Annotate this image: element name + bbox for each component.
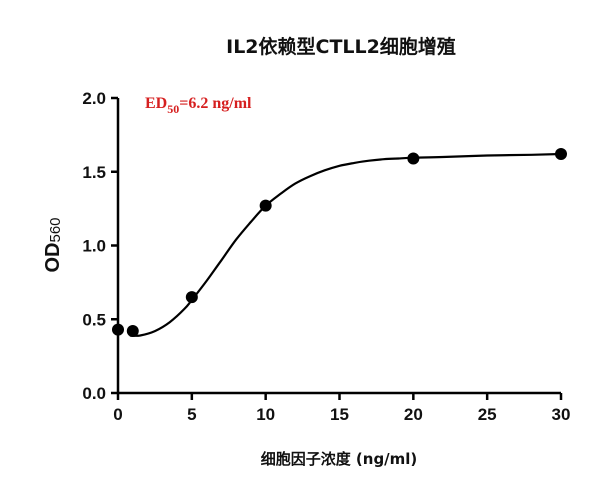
chart-title: IL2依赖型CTLL2细胞增殖 xyxy=(226,35,456,58)
data-points xyxy=(112,148,567,338)
x-tick-label: 0 xyxy=(113,405,122,424)
y-tick-label: 1.5 xyxy=(82,163,106,182)
y-tick-label: 0.0 xyxy=(82,384,106,403)
data-point xyxy=(555,148,567,161)
x-axis-ticks: 0 5 10 15 20 25 30 xyxy=(113,393,570,424)
data-point xyxy=(185,291,198,304)
y-tick-label: 1.0 xyxy=(82,237,106,256)
y-tick-label: 0.5 xyxy=(82,310,106,329)
x-tick-label: 5 xyxy=(187,405,196,424)
y-tick-label: 2.0 xyxy=(82,89,106,108)
x-tick-label: 30 xyxy=(552,405,571,424)
x-axis-label: 细胞因子浓度 (ng/ml) xyxy=(261,450,418,468)
x-tick-label: 15 xyxy=(330,405,349,424)
y-axis-label: OD560 xyxy=(42,217,64,272)
fit-curve-line xyxy=(129,152,562,337)
y-axis-ticks: 0.0 0.5 1.0 1.5 2.0 xyxy=(82,89,118,403)
x-tick-label: 10 xyxy=(256,405,275,424)
data-point xyxy=(407,152,420,165)
data-point xyxy=(259,199,272,212)
x-tick-label: 20 xyxy=(404,405,423,424)
ed50-annotation: ED50=6.2 ng/ml xyxy=(145,95,252,116)
data-point xyxy=(126,325,139,338)
x-tick-label: 25 xyxy=(478,405,497,424)
data-point xyxy=(112,323,124,336)
